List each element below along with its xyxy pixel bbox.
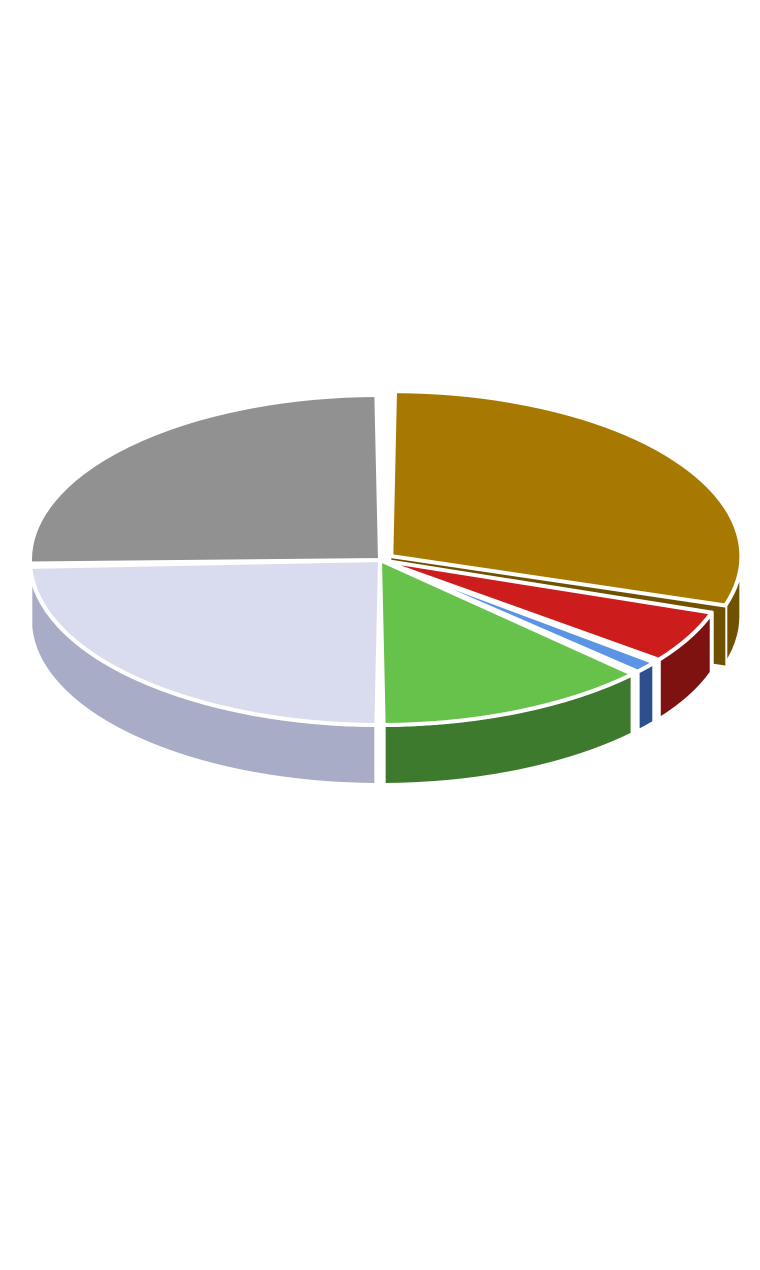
pie-slice-top — [30, 395, 380, 563]
pie-chart-3d — [0, 0, 760, 1270]
pie-slice-side — [638, 662, 655, 731]
